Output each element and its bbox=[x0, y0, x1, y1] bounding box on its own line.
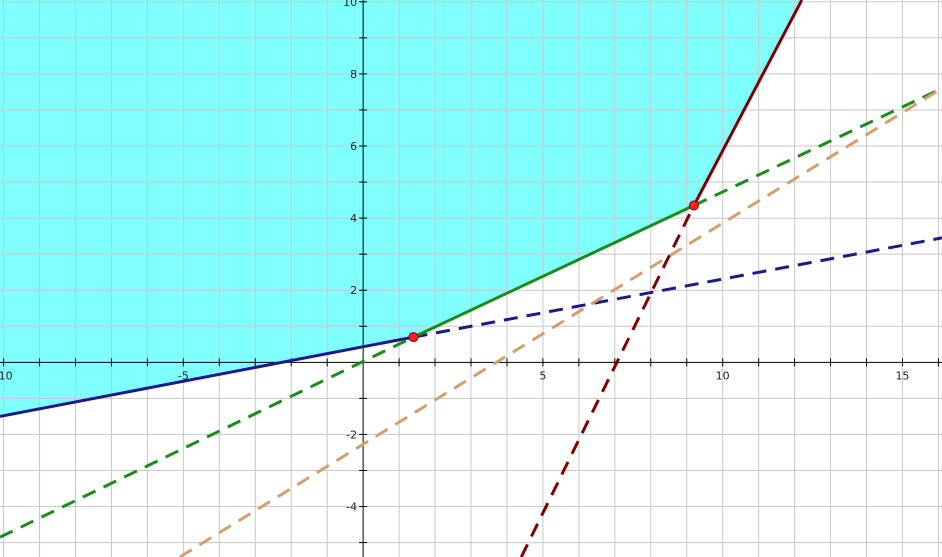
x-tick-label: -5 bbox=[178, 369, 189, 382]
x-tick-label: 15 bbox=[895, 369, 909, 382]
maroon-dashed-line bbox=[519, 204, 696, 557]
y-tick-label: 10 bbox=[343, 0, 357, 9]
blue-solid-line bbox=[0, 335, 414, 418]
y-tick-label: 6 bbox=[350, 140, 357, 153]
y-tick-label: 8 bbox=[350, 68, 357, 81]
y-tick-label: 4 bbox=[350, 212, 357, 225]
x-tick-label: 10 bbox=[716, 369, 730, 382]
tan-dashed-line bbox=[179, 87, 942, 557]
y-tick-label: -2 bbox=[346, 428, 357, 441]
x-tick-label: -10 bbox=[0, 369, 13, 382]
green-dashed-line bbox=[0, 335, 415, 539]
tick-labels: -10 -5 5 10 15 -4 -2 2 4 6 8 10 bbox=[0, 0, 909, 514]
green-solid-line bbox=[412, 204, 695, 339]
intersection-point bbox=[408, 332, 419, 343]
intersection-point bbox=[688, 200, 699, 211]
intersection-points bbox=[408, 200, 699, 343]
x-tick-label: 5 bbox=[539, 369, 546, 382]
maroon-solid-line bbox=[692, 0, 804, 207]
y-tick-label: -4 bbox=[346, 501, 357, 514]
feasible-region bbox=[0, 0, 802, 417]
y-tick-label: 2 bbox=[350, 284, 357, 297]
blue-dashed-line bbox=[413, 236, 942, 339]
